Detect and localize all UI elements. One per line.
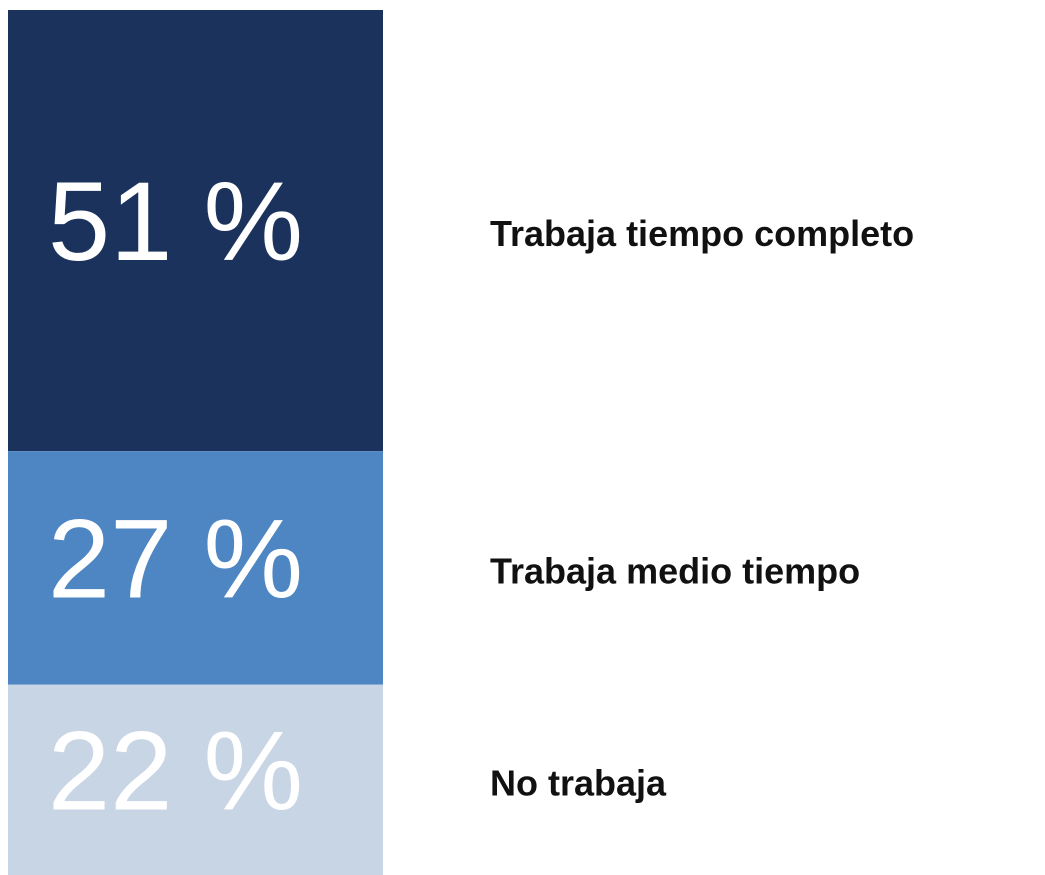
bar-segment [8, 684, 383, 875]
legend-label: Trabaja tiempo completo [490, 213, 914, 254]
legend-label: Trabaja medio tiempo [490, 550, 860, 591]
value-label: 51 % [48, 159, 303, 284]
value-label: 27 % [48, 497, 303, 622]
bar-segment [8, 451, 383, 685]
value-label: 22 % [48, 708, 303, 833]
legend-label: No trabaja [490, 762, 667, 803]
bar-segment [8, 10, 383, 452]
